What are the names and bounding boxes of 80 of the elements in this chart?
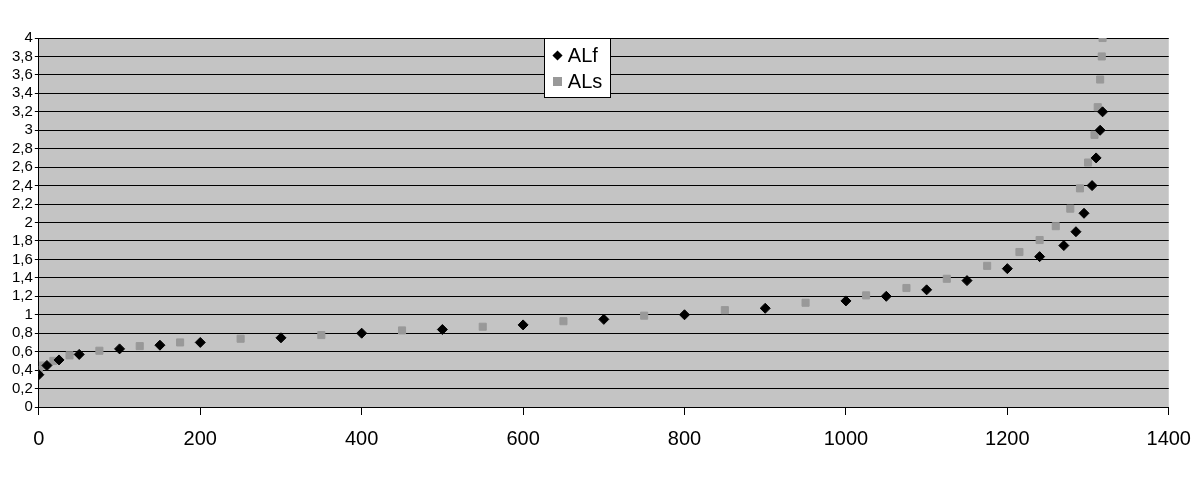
point [1051, 222, 1060, 231]
point [1084, 158, 1093, 167]
point [1075, 184, 1085, 193]
point [1001, 263, 1013, 275]
legend-label: ALf [567, 43, 598, 68]
point [275, 332, 287, 344]
point [194, 336, 206, 348]
x-tick-label: 600 [506, 426, 540, 449]
y-tick-label: 0,4 [11, 360, 33, 378]
x-tick-label: 800 [667, 426, 702, 449]
y-tick-label: 1,4 [11, 267, 33, 285]
point [1034, 251, 1046, 263]
y-tick-label: 3 [24, 120, 33, 138]
y-tick-label: 4 [24, 28, 33, 46]
point [862, 291, 871, 300]
y-tick-label: 2,6 [11, 157, 33, 175]
y-tick-label: 2,8 [11, 138, 33, 156]
point [41, 359, 53, 371]
y-tick-label: 3,8 [11, 46, 33, 64]
point [1086, 180, 1098, 192]
point [1090, 130, 1099, 139]
point [1094, 124, 1106, 136]
y-tick-label: 1,6 [11, 249, 33, 267]
point [801, 298, 810, 307]
point [73, 348, 85, 360]
point [559, 317, 568, 326]
x-tick-label: 1200 [985, 426, 1030, 449]
point [1070, 226, 1082, 238]
point [65, 351, 74, 360]
point [720, 306, 729, 315]
y-tick-label: 2,2 [11, 194, 33, 212]
x-tick-label: 1000 [823, 426, 869, 449]
point [1097, 106, 1109, 118]
point [356, 327, 368, 339]
point [902, 283, 911, 293]
point [135, 342, 144, 351]
point [1058, 240, 1070, 252]
point [154, 339, 166, 351]
point [398, 326, 407, 335]
point [236, 334, 245, 343]
point [1015, 247, 1024, 257]
point [921, 284, 933, 296]
y-tick-label: 0,6 [11, 341, 33, 359]
y-tick-label: 1,8 [11, 231, 33, 249]
legend-label: ALs [567, 69, 603, 94]
point [1035, 235, 1044, 245]
point [880, 290, 892, 302]
y-tick-label: 3,2 [11, 101, 33, 119]
point [679, 309, 691, 321]
y-tick-label: 0 [24, 397, 33, 415]
x-tick-label: 1400 [1146, 426, 1191, 449]
y-tick-label: 1 [24, 304, 33, 322]
point [517, 319, 529, 331]
point [759, 302, 771, 314]
point [1097, 52, 1106, 61]
point [317, 331, 326, 340]
point [983, 261, 992, 270]
y-tick-label: 2 [24, 212, 33, 230]
y-tick-label: 3,4 [11, 83, 33, 101]
point [1096, 75, 1105, 84]
point [942, 274, 951, 283]
point [436, 324, 448, 336]
y-tick-label: 2,4 [11, 175, 33, 193]
y-tick-label: 0,8 [11, 323, 33, 341]
point [53, 354, 65, 366]
x-tick-label: 200 [183, 426, 217, 449]
x-tick-label: 400 [344, 426, 379, 449]
y-tick-label: 0,2 [11, 378, 33, 396]
point [1066, 204, 1075, 213]
point [478, 322, 487, 331]
point [114, 343, 126, 355]
point [1090, 152, 1102, 164]
point [961, 275, 973, 287]
point [1078, 207, 1090, 219]
y-tick-label: 1,2 [11, 286, 33, 304]
point [640, 311, 649, 320]
point [176, 338, 185, 347]
point [840, 295, 852, 307]
point [95, 346, 104, 355]
y-tick-label: 3,6 [11, 65, 33, 83]
